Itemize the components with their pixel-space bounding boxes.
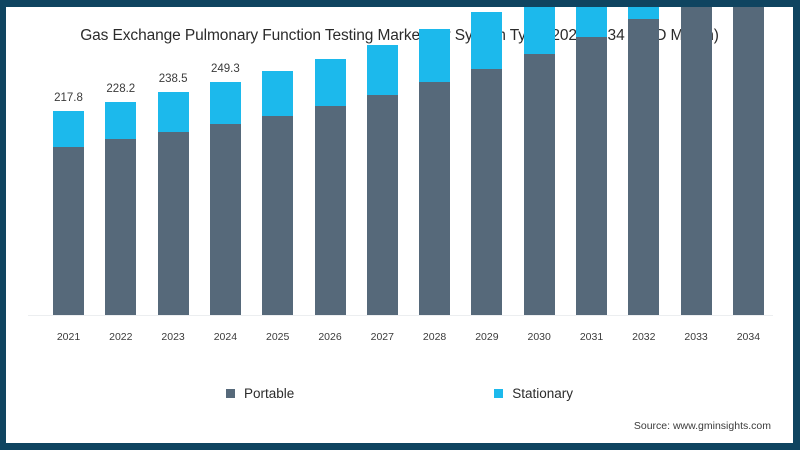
bar-segment-stationary[interactable]	[157, 91, 189, 132]
bar-value-label: 217.8	[54, 92, 83, 105]
bar-segment-portable[interactable]	[419, 82, 451, 315]
legend-item-portable[interactable]: Portable	[225, 386, 295, 401]
bar-segment-stationary[interactable]	[105, 101, 137, 140]
x-axis-tick-label: 2023	[161, 331, 185, 343]
bar-segment-stationary[interactable]	[209, 81, 241, 125]
bar-value-label: 238.5	[158, 72, 188, 85]
bar-group[interactable]	[576, 7, 607, 315]
bar-group[interactable]	[366, 44, 398, 315]
bar-group[interactable]	[419, 28, 451, 315]
x-axis-tick-label: 2031	[579, 331, 604, 343]
x-axis-tick-label: 2027	[370, 331, 394, 343]
x-axis-tick-label: 2026	[318, 331, 342, 343]
bar-group[interactable]	[471, 12, 503, 315]
bar-segment-stationary[interactable]	[262, 70, 294, 116]
bar-segment-stationary[interactable]	[419, 28, 451, 83]
bar-group[interactable]	[523, 7, 555, 315]
bar-segment-portable[interactable]	[366, 95, 398, 315]
chart-frame: Gas Exchange Pulmonary Function Testing …	[6, 7, 793, 443]
x-axis-tick-label: 2033	[684, 331, 708, 343]
legend-label-portable: Portable	[243, 386, 295, 401]
bar-segment-portable[interactable]	[157, 131, 189, 315]
legend-swatch-portable	[225, 389, 235, 398]
bar-group[interactable]: 249.3	[209, 63, 241, 315]
bar-segment-stationary[interactable]	[53, 111, 84, 147]
bar-segment-stationary[interactable]	[523, 7, 555, 55]
bar-group[interactable]	[262, 70, 294, 315]
x-axis-tick-label: 2029	[475, 331, 499, 343]
x-axis-tick-label: 2024	[213, 331, 238, 343]
bar-value-label: 228.2	[106, 82, 136, 95]
bar-group[interactable]	[732, 7, 764, 315]
bar-segment-portable[interactable]	[105, 139, 137, 315]
bar-segment-portable[interactable]	[680, 7, 712, 315]
x-axis-tick-label: 2025	[266, 331, 290, 343]
bar-segment-portable[interactable]	[314, 106, 346, 315]
bar-segment-portable[interactable]	[628, 18, 660, 315]
bar-segment-portable[interactable]	[471, 69, 503, 315]
bar-group[interactable]	[680, 7, 712, 315]
bar-segment-portable[interactable]	[732, 7, 764, 315]
chart-title: Gas Exchange Pulmonary Function Testing …	[80, 27, 719, 44]
bar-group[interactable]: 217.8	[53, 92, 84, 315]
bar-value-label: 249.3	[211, 62, 240, 75]
plot-area: 217.8 2021 228.2 2022 238.5 2023 249.3 2024 2025…	[6, 7, 793, 443]
x-axis-tick-label: 2032	[632, 331, 656, 343]
bar-segment-portable[interactable]	[209, 124, 241, 315]
bar-segment-stationary[interactable]	[314, 58, 346, 107]
bar-group[interactable]	[628, 7, 660, 315]
bar-group[interactable]: 228.2	[105, 83, 137, 315]
x-axis-tick-label: 2030	[527, 331, 551, 343]
legend-label-stationary: Stationary	[512, 386, 574, 401]
bar-segment-portable[interactable]	[262, 115, 294, 315]
x-axis-tick-label: 2034	[736, 331, 761, 343]
legend-swatch-stationary	[494, 389, 504, 398]
bar-segment-portable[interactable]	[523, 54, 555, 315]
x-axis-tick-label: 2022	[109, 331, 133, 343]
legend-item-stationary[interactable]: Stationary	[494, 386, 573, 401]
x-axis-tick-label: 2021	[56, 331, 81, 343]
bar-segment-stationary[interactable]	[628, 7, 660, 19]
source-attribution: Source: www.gminsights.com	[633, 420, 771, 432]
bar-group[interactable]: 238.5	[157, 73, 189, 315]
bar-segment-stationary[interactable]	[471, 12, 503, 70]
bar-segment-portable[interactable]	[576, 37, 607, 315]
bar-group[interactable]	[314, 58, 346, 315]
bar-segment-portable[interactable]	[53, 146, 84, 315]
chart-legend: Portable Stationary	[6, 386, 793, 401]
bar-segment-stationary[interactable]	[366, 44, 398, 96]
x-axis-line	[28, 315, 773, 316]
x-axis-tick-label: 2028	[422, 331, 447, 343]
bar-segment-stationary[interactable]	[576, 7, 607, 38]
